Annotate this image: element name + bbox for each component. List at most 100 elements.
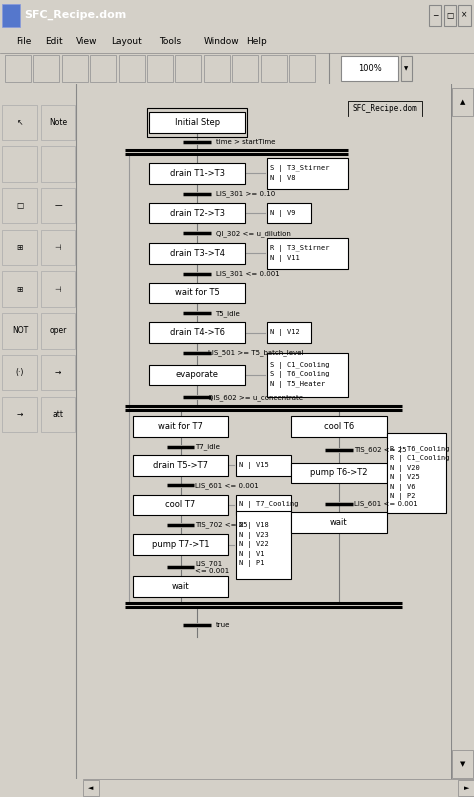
Bar xyxy=(204,55,230,82)
Text: N | V15: N | V15 xyxy=(239,461,268,469)
Text: ⊞: ⊞ xyxy=(17,243,23,252)
Text: QI_302 <= u_dilution: QI_302 <= u_dilution xyxy=(216,230,291,237)
Text: ⊣: ⊣ xyxy=(55,243,61,252)
Text: ─: ─ xyxy=(433,10,438,20)
Text: ⊣: ⊣ xyxy=(55,285,61,293)
Bar xyxy=(2,188,37,223)
Bar xyxy=(149,243,245,264)
Bar xyxy=(2,313,37,348)
Bar xyxy=(175,55,201,82)
Bar xyxy=(147,108,247,137)
Bar xyxy=(41,188,75,223)
Bar xyxy=(236,511,291,579)
Text: Tools: Tools xyxy=(159,37,181,46)
Bar xyxy=(41,147,75,182)
Text: (·): (·) xyxy=(16,368,24,377)
Bar xyxy=(2,355,37,391)
Bar xyxy=(291,462,387,484)
Bar xyxy=(41,104,75,140)
Bar xyxy=(291,512,387,532)
Text: R | T6_Cooling
R | C1_Cooling
N | V20
N | V25
N | V6
N | P2: R | T6_Cooling R | C1_Cooling N | V20 N … xyxy=(390,446,449,501)
Text: wait: wait xyxy=(330,518,348,527)
Text: oper: oper xyxy=(49,326,67,336)
Text: Initial Step: Initial Step xyxy=(174,118,219,128)
Text: N | V9: N | V9 xyxy=(270,210,296,217)
Text: drain T5->T7: drain T5->T7 xyxy=(153,461,208,470)
Bar xyxy=(267,238,348,269)
Text: time > startTime: time > startTime xyxy=(216,139,275,145)
Text: ▼: ▼ xyxy=(404,66,408,71)
Bar xyxy=(267,353,348,397)
Text: drain T1->T3: drain T1->T3 xyxy=(170,169,225,178)
Text: N | V18
N | V23
N | V22
N | V1
N | P1: N | V18 N | V23 N | V22 N | V1 N | P1 xyxy=(239,522,268,567)
Text: pump T7->T1: pump T7->T1 xyxy=(152,540,210,549)
Text: LIS_701
<= 0.001: LIS_701 <= 0.001 xyxy=(195,560,229,575)
Text: Help: Help xyxy=(246,37,267,46)
Bar xyxy=(2,147,37,182)
Bar xyxy=(267,322,311,343)
Bar xyxy=(452,750,473,778)
Text: SFC_Recipe.dom: SFC_Recipe.dom xyxy=(353,104,417,113)
Bar xyxy=(429,5,441,26)
Bar xyxy=(458,5,471,26)
Bar xyxy=(147,55,173,82)
Bar xyxy=(41,397,75,432)
Text: cool T7: cool T7 xyxy=(165,501,196,509)
Text: wait for T7: wait for T7 xyxy=(158,422,203,431)
Bar xyxy=(133,534,228,555)
Bar xyxy=(2,230,37,265)
Text: View: View xyxy=(76,37,97,46)
Text: T7_idle: T7_idle xyxy=(195,443,220,450)
Bar xyxy=(2,104,37,140)
Text: drain T2->T3: drain T2->T3 xyxy=(170,209,225,218)
Bar xyxy=(261,55,287,82)
Bar xyxy=(133,455,228,476)
Bar xyxy=(149,163,245,184)
Text: N | V12: N | V12 xyxy=(270,329,300,336)
Text: true: true xyxy=(216,622,230,628)
Text: ▲: ▲ xyxy=(460,99,465,105)
Bar xyxy=(149,283,245,304)
Bar xyxy=(133,576,228,597)
Bar xyxy=(452,88,473,116)
Bar xyxy=(2,272,37,307)
Text: —: — xyxy=(54,202,62,210)
Bar xyxy=(149,202,245,223)
Text: drain T4->T6: drain T4->T6 xyxy=(170,328,225,337)
Text: ↖: ↖ xyxy=(17,118,23,127)
Text: wait for T5: wait for T5 xyxy=(175,289,219,297)
Text: →: → xyxy=(17,410,23,418)
Bar xyxy=(444,5,456,26)
Text: TIS_602 <= 25: TIS_602 <= 25 xyxy=(354,446,406,453)
Bar xyxy=(232,55,258,82)
Bar xyxy=(236,455,291,476)
Text: 100%: 100% xyxy=(358,64,382,73)
Text: QIS_602 >= u_concentrate: QIS_602 >= u_concentrate xyxy=(208,394,303,401)
Text: SFC_Recipe.dom: SFC_Recipe.dom xyxy=(25,10,127,20)
Text: S | C1_Cooling
S | T6_Cooling
N | T5_Heater: S | C1_Cooling S | T6_Cooling N | T5_Hea… xyxy=(270,362,329,388)
Text: S | T3_Stirner
N | V8: S | T3_Stirner N | V8 xyxy=(270,165,329,182)
Bar xyxy=(2,397,37,432)
Text: LIS_301 >= 0.10: LIS_301 >= 0.10 xyxy=(216,190,275,197)
Text: →: → xyxy=(55,368,61,377)
Text: Window: Window xyxy=(204,37,239,46)
Bar xyxy=(458,780,474,796)
Bar xyxy=(83,780,99,796)
Text: LIS_601 <= 0.001: LIS_601 <= 0.001 xyxy=(195,482,259,489)
Bar xyxy=(62,55,88,82)
Text: R | T3_Stirner
N | V11: R | T3_Stirner N | V11 xyxy=(270,245,329,261)
Text: ►: ► xyxy=(464,785,469,791)
Bar xyxy=(41,313,75,348)
Text: ▼: ▼ xyxy=(460,761,465,768)
Bar xyxy=(289,55,315,82)
Text: ⊞: ⊞ xyxy=(17,285,23,293)
Text: Note: Note xyxy=(49,118,67,127)
Text: ×: × xyxy=(461,10,468,20)
Bar xyxy=(2,4,20,26)
Text: wait: wait xyxy=(172,582,189,591)
Text: Edit: Edit xyxy=(45,37,63,46)
Bar xyxy=(149,364,245,386)
Text: LIS_601 <= 0.001: LIS_601 <= 0.001 xyxy=(354,501,418,507)
Text: File: File xyxy=(17,37,32,46)
Bar xyxy=(149,112,245,133)
